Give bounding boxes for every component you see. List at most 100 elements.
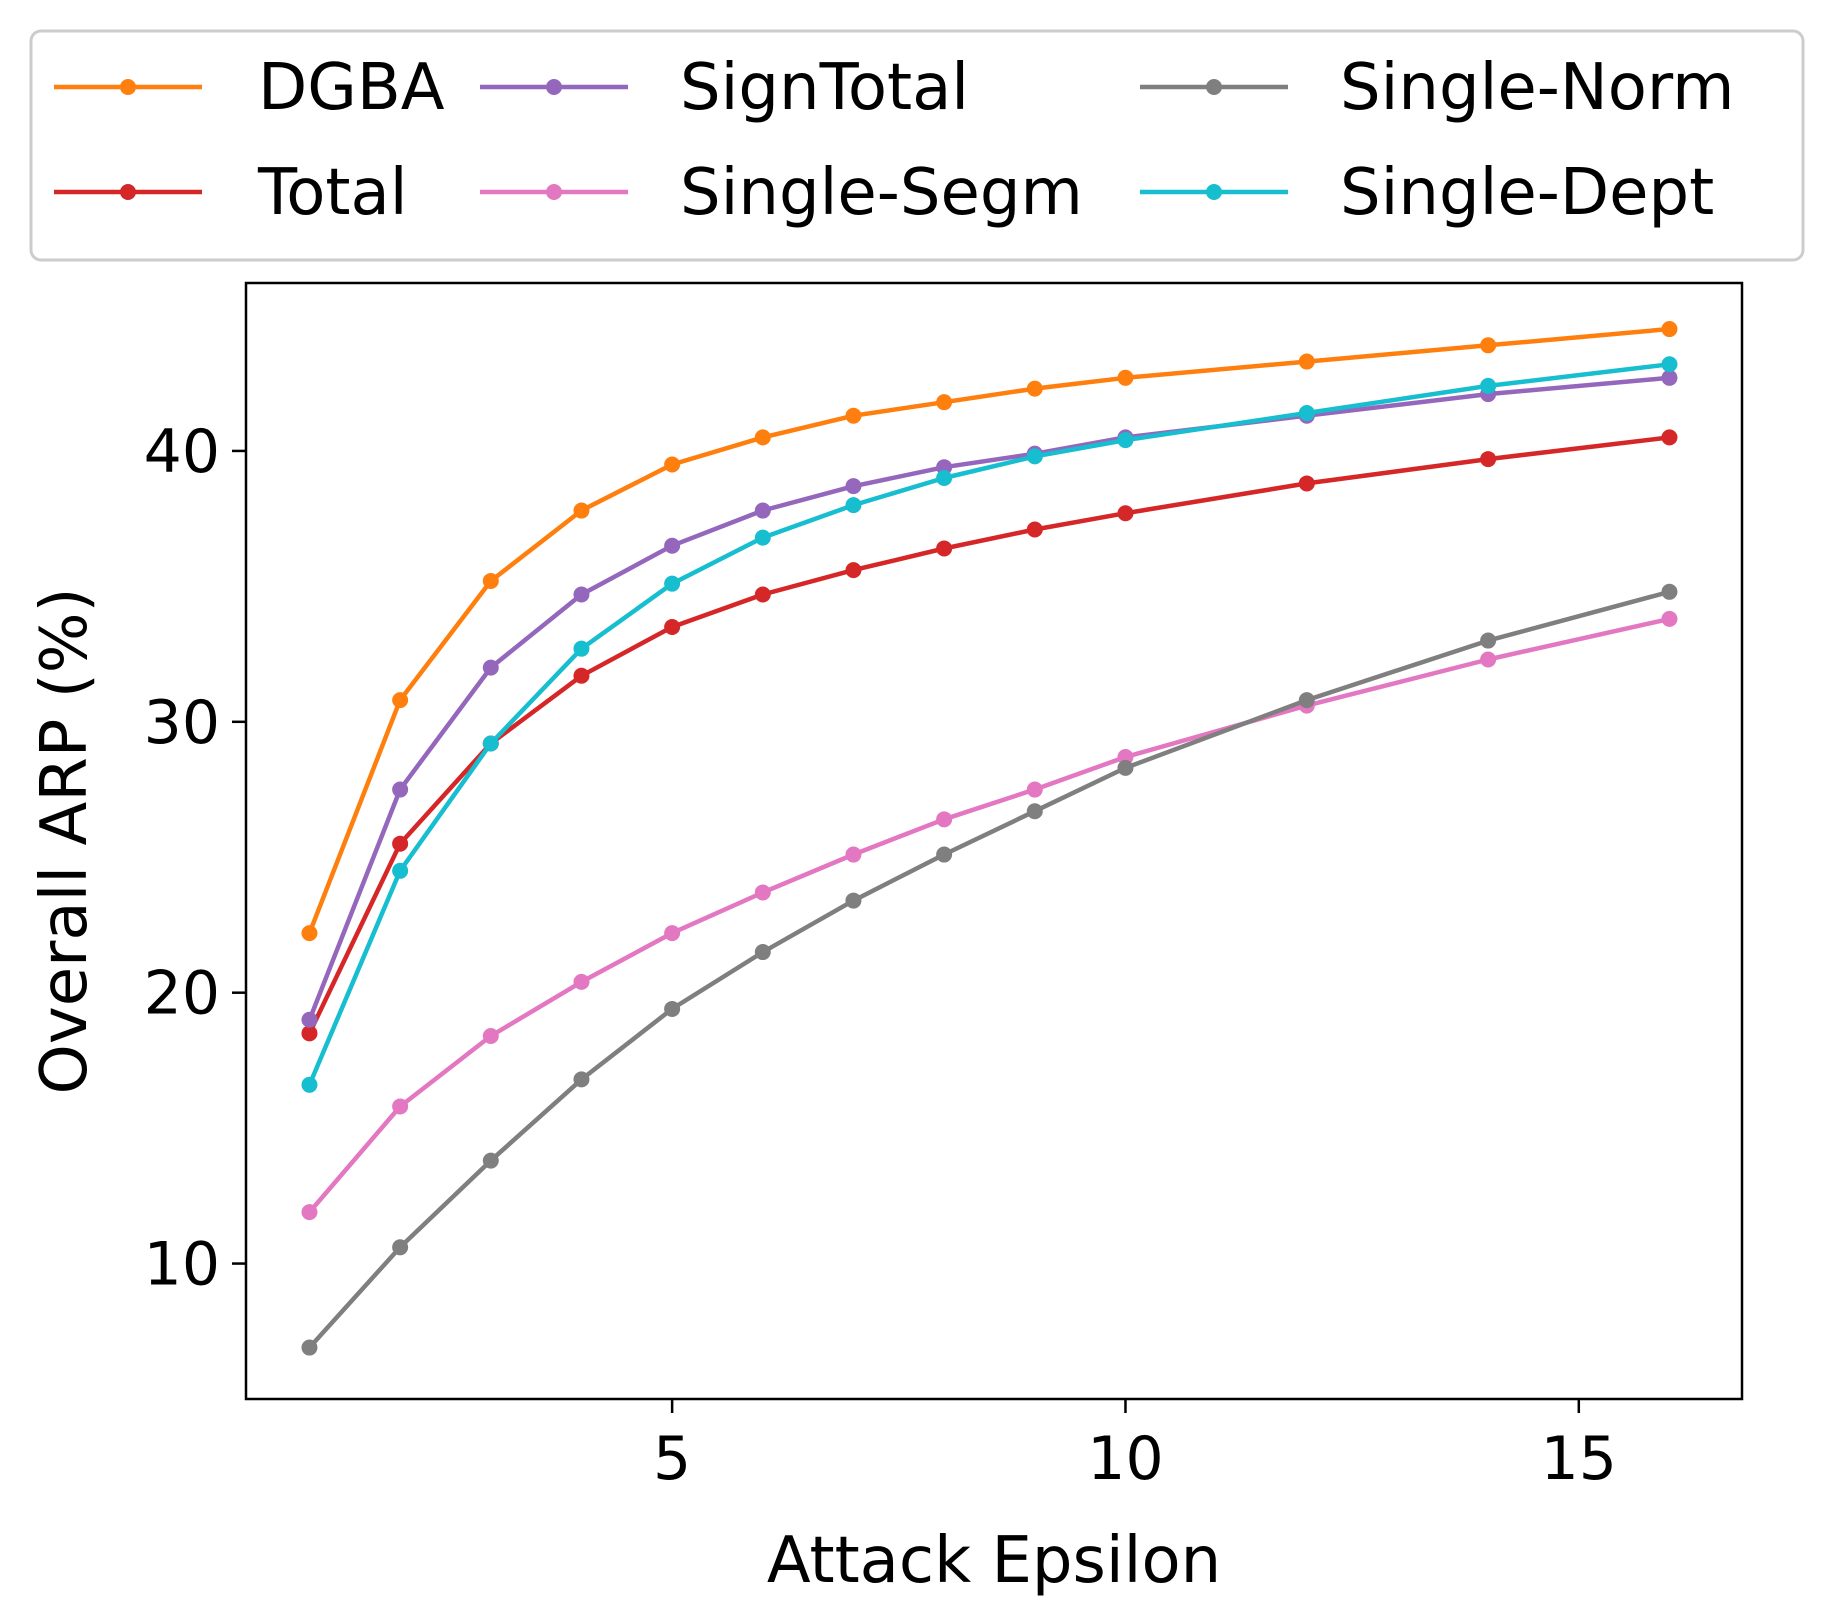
x-tick-label: 10 — [1087, 1424, 1163, 1494]
legend-swatch-marker — [546, 79, 562, 95]
x-tick-label: 5 — [653, 1424, 691, 1494]
data-point-signtotal — [1661, 369, 1678, 386]
legend-item-dgba: DGBA — [54, 51, 445, 125]
data-point-single-dept — [1480, 377, 1497, 394]
plot-frame — [244, 281, 1744, 1401]
data-point-single-dept — [1298, 405, 1315, 422]
data-point-dgba — [482, 572, 499, 589]
legend-box — [29, 29, 1805, 262]
data-point-total — [845, 562, 862, 579]
data-point-single-segm — [573, 973, 590, 990]
data-point-single-norm — [1298, 692, 1315, 709]
data-point-single-dept — [1117, 432, 1134, 449]
data-point-dgba — [1480, 337, 1497, 354]
data-point-total — [936, 540, 953, 557]
data-point-single-dept — [482, 735, 499, 752]
series-dgba — [301, 321, 1678, 942]
data-point-single-norm — [664, 1000, 681, 1017]
data-point-single-segm — [482, 1028, 499, 1045]
y-axis-label: Overall ARP (%) — [28, 588, 102, 1095]
data-point-single-norm — [1026, 803, 1043, 820]
x-axis-label: Attack Epsilon — [767, 1524, 1221, 1598]
data-point-signtotal — [845, 478, 862, 495]
data-point-total — [1117, 505, 1134, 522]
data-point-signtotal — [392, 781, 409, 798]
data-point-single-segm — [754, 884, 771, 901]
data-point-signtotal — [664, 537, 681, 554]
data-point-single-norm — [482, 1152, 499, 1169]
data-point-single-norm — [1117, 759, 1134, 776]
data-point-total — [392, 835, 409, 852]
data-point-single-segm — [301, 1204, 318, 1221]
data-point-single-norm — [1480, 632, 1497, 649]
series-layer — [301, 321, 1678, 1356]
data-point-single-norm — [845, 892, 862, 909]
data-point-dgba — [664, 456, 681, 473]
y-tick-label: 30 — [144, 688, 220, 758]
x-tick-label: 15 — [1541, 1424, 1617, 1494]
legend: DGBA Total SignTotal Single-Segm Single-Norm… — [54, 51, 1734, 230]
legend-label: SignTotal — [680, 51, 969, 125]
data-point-total — [754, 586, 771, 603]
data-point-dgba — [1117, 369, 1134, 386]
legend-item-single-segm: Single-Segm — [480, 156, 1083, 230]
data-point-total — [664, 619, 681, 636]
legend-swatch-marker — [120, 184, 136, 200]
data-point-single-segm — [392, 1098, 409, 1115]
y-tick-label: 40 — [144, 417, 220, 487]
data-point-dgba — [1298, 353, 1315, 370]
data-point-total — [1480, 451, 1497, 468]
data-point-signtotal — [573, 586, 590, 603]
data-point-single-segm — [1661, 610, 1678, 627]
data-point-single-segm — [936, 811, 953, 828]
data-point-dgba — [1026, 380, 1043, 397]
data-point-single-norm — [1661, 583, 1678, 600]
legend-label: Total — [257, 156, 407, 230]
data-point-single-segm — [1480, 651, 1497, 668]
data-point-single-norm — [573, 1071, 590, 1088]
data-point-single-norm — [936, 846, 953, 863]
data-point-signtotal — [301, 1011, 318, 1028]
data-point-single-dept — [573, 640, 590, 657]
legend-item-signtotal: SignTotal — [480, 51, 969, 125]
legend-item-single-norm: Single-Norm — [1140, 51, 1734, 125]
legend-label: Single-Dept — [1340, 156, 1714, 230]
data-point-single-dept — [301, 1076, 318, 1093]
data-point-total — [1026, 521, 1043, 538]
data-point-single-dept — [1661, 356, 1678, 373]
data-point-dgba — [573, 502, 590, 519]
legend-label: Single-Norm — [1340, 51, 1734, 125]
data-point-single-segm — [845, 846, 862, 863]
data-point-total — [1298, 475, 1315, 492]
data-point-single-dept — [754, 529, 771, 546]
data-point-dgba — [1661, 321, 1678, 338]
data-point-dgba — [392, 692, 409, 709]
y-tick-label: 10 — [144, 1230, 220, 1300]
legend-swatch-marker — [1206, 79, 1222, 95]
legend-item-single-dept: Single-Dept — [1140, 156, 1714, 230]
legend-label: DGBA — [258, 51, 445, 125]
data-point-single-dept — [845, 497, 862, 514]
data-point-total — [573, 667, 590, 684]
data-point-total — [301, 1025, 318, 1042]
data-point-signtotal — [482, 659, 499, 676]
legend-label: Single-Segm — [680, 156, 1083, 230]
data-point-total — [1661, 429, 1678, 446]
data-point-signtotal — [754, 502, 771, 519]
data-point-single-dept — [936, 470, 953, 487]
data-point-single-segm — [1026, 781, 1043, 798]
legend-swatch-marker — [1206, 184, 1222, 200]
series-single-norm — [301, 583, 1678, 1356]
data-point-single-norm — [754, 944, 771, 961]
legend-swatch-marker — [120, 79, 136, 95]
y-axis-ticks: 10 20 30 40 — [144, 417, 246, 1300]
y-tick-label: 20 — [144, 959, 220, 1029]
data-point-single-norm — [301, 1339, 318, 1356]
data-point-dgba — [936, 394, 953, 411]
data-point-single-segm — [664, 925, 681, 942]
legend-item-total: Total — [54, 156, 407, 230]
data-point-dgba — [845, 407, 862, 424]
legend-swatch-marker — [546, 184, 562, 200]
data-point-single-dept — [664, 575, 681, 592]
